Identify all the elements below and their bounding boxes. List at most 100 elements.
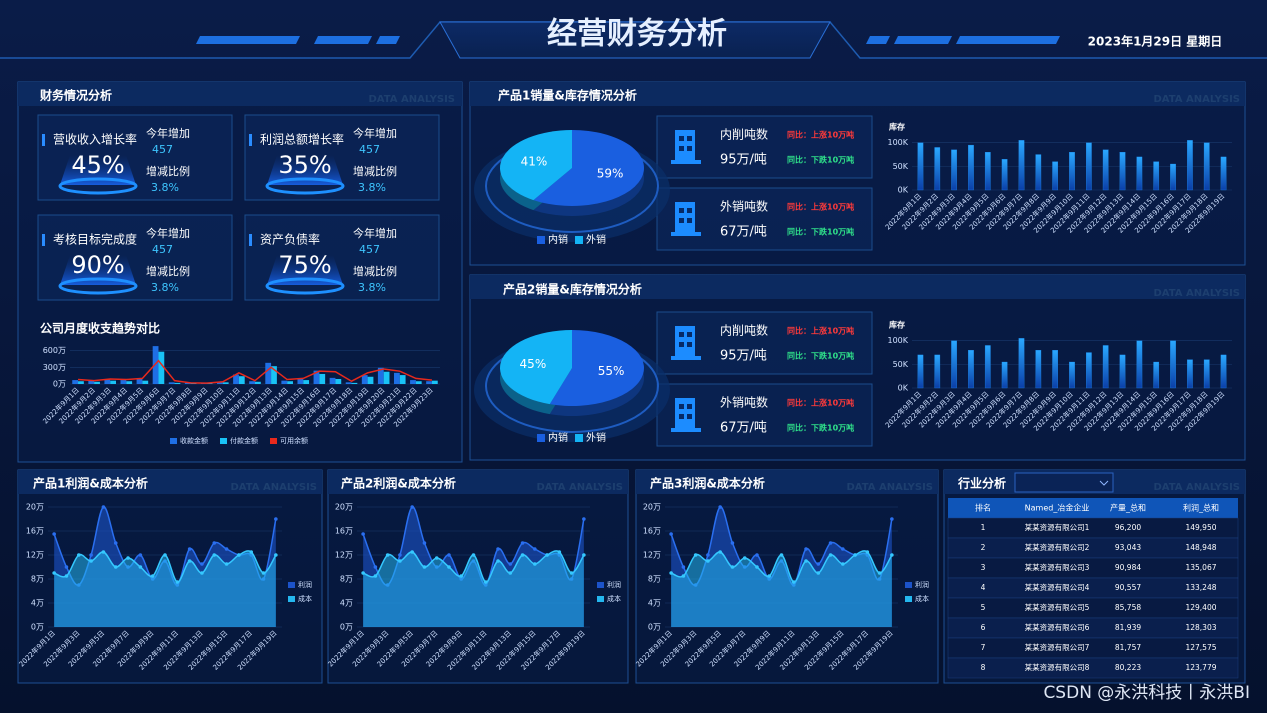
y-axis-label: 库存 (889, 320, 905, 330)
kpi-ratio-label: 增减比例 (353, 164, 397, 178)
point (422, 565, 427, 569)
bar (319, 373, 326, 384)
point (212, 541, 217, 545)
point (138, 553, 143, 557)
bar (951, 149, 957, 191)
table-header: 产量_总和 (1110, 503, 1146, 513)
panel-tag: DATA ANALYSIS (846, 482, 933, 493)
table-cell: 某某资源有限公司4 (1025, 582, 1090, 592)
icon (671, 398, 701, 432)
kpi-value: 35% (278, 151, 331, 179)
table-cell: 1 (981, 523, 986, 532)
point (508, 571, 513, 575)
point (212, 553, 217, 557)
point (200, 571, 204, 575)
bar (168, 382, 175, 384)
point (410, 505, 414, 509)
table-cell: 某某资源有限公司3 (1025, 562, 1090, 572)
y-tick-label: 50K (893, 162, 909, 171)
bar (345, 382, 352, 384)
bar (415, 381, 422, 384)
card-value: 67万/吨 (720, 421, 767, 436)
kpi-ratio-label: 增减比例 (353, 264, 397, 278)
table-cell: 128,303 (1185, 623, 1216, 632)
table-cell: 123,779 (1185, 663, 1216, 672)
point (76, 553, 81, 557)
bar (1035, 154, 1042, 191)
data-label: 55% (598, 364, 625, 378)
card-up: 同比：上涨10万吨 (787, 326, 854, 336)
card-up: 同比：上涨10万吨 (787, 398, 854, 408)
bar (968, 144, 974, 191)
kpi-label: 营收收入增长率 (53, 132, 137, 147)
page-title: 经营财务分析 (547, 17, 727, 52)
y-tick-label: 600万 (43, 346, 66, 355)
point (569, 571, 574, 575)
bar (303, 380, 310, 384)
kpi-label: 资产负债率 (260, 232, 320, 247)
panel-header (470, 275, 1245, 299)
bar (1187, 140, 1193, 191)
table-header: 利润_总和 (1183, 503, 1219, 513)
kpi-inc-label: 今年增加 (146, 226, 190, 240)
bar (984, 152, 991, 191)
bar (142, 380, 149, 384)
table-cell: 2 (981, 543, 986, 552)
icon-window (679, 332, 692, 347)
y-tick-label: 4万 (648, 599, 661, 608)
legend-swatch (905, 596, 912, 602)
table-cell: 90,984 (1115, 563, 1141, 572)
bar (1136, 156, 1143, 191)
bar (1136, 340, 1143, 389)
point (791, 580, 796, 584)
table-cell: 127,575 (1185, 643, 1216, 652)
point (669, 571, 673, 575)
y-tick-label: 16万 (26, 527, 44, 536)
kpi-inc-label: 今年增加 (353, 126, 397, 140)
point (187, 547, 192, 551)
chart-title: 产品2利润&成本分析 (341, 476, 456, 491)
point (410, 550, 414, 554)
kpi-inc-label: 今年增加 (146, 126, 190, 140)
bar (410, 380, 416, 384)
point (841, 562, 845, 566)
point (508, 562, 513, 566)
point (804, 559, 808, 563)
point (718, 505, 722, 509)
card-name: 外销吨数 (720, 199, 768, 214)
point (52, 571, 56, 575)
card-value: 67万/吨 (720, 225, 767, 240)
area-fill (671, 550, 892, 627)
table-cell: 149,950 (1185, 523, 1216, 532)
dropdown[interactable] (1014, 472, 1114, 493)
header-plate (439, 21, 831, 59)
point (385, 553, 390, 557)
panel-title: 产品1销量&库存情况分析 (498, 88, 637, 103)
bar (281, 380, 288, 384)
chart-title: 产品3利润&成本分析 (650, 476, 765, 491)
card-name: 内削吨数 (720, 127, 768, 142)
panel-header (328, 470, 628, 494)
kpi-glow (60, 155, 136, 185)
bar (329, 377, 336, 384)
point (557, 550, 562, 554)
table-cell: 96,200 (1115, 523, 1141, 532)
point (89, 553, 93, 557)
point (126, 556, 130, 560)
legend-swatch (170, 438, 177, 444)
bar (951, 340, 957, 389)
bar (255, 381, 261, 384)
table-cell: 3 (981, 563, 986, 572)
point (224, 562, 229, 566)
legend-label: 收款金额 (180, 436, 208, 445)
point (101, 505, 106, 509)
legend-swatch (575, 434, 583, 442)
bar (426, 381, 432, 384)
y-tick-label: 0K (898, 384, 909, 393)
data-label: 59% (597, 166, 624, 180)
point (779, 553, 784, 557)
table-cell: 某某资源有限公司2 (1025, 542, 1090, 552)
icon-window (679, 404, 692, 419)
bar (934, 147, 941, 191)
dropdown-arrow[interactable] (1099, 480, 1109, 486)
